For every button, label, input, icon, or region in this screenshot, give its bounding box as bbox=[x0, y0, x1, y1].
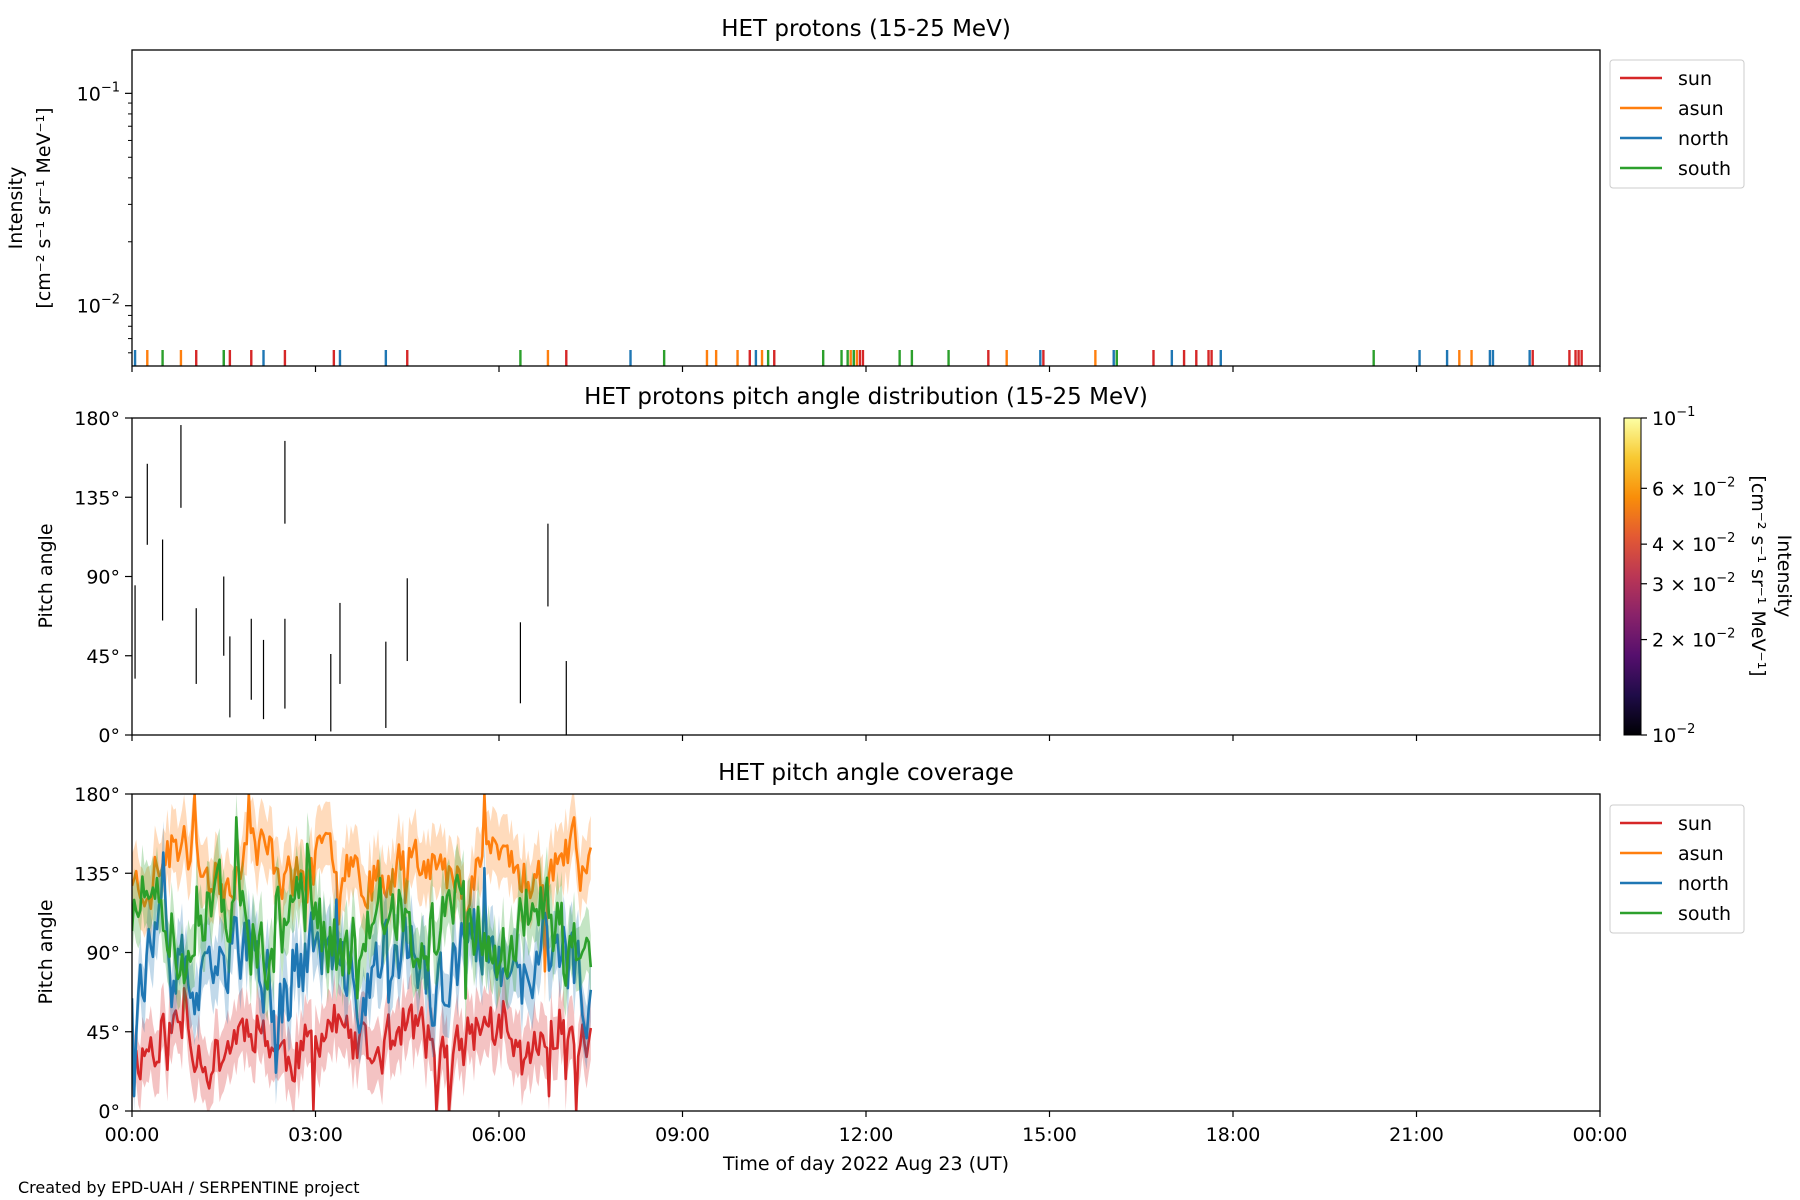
colorbar-tick-label: 10−1 bbox=[1652, 405, 1695, 430]
x-tick-label: 15:00 bbox=[1022, 1124, 1077, 1146]
legend-top-item-asun: asun bbox=[1620, 98, 1724, 120]
colorbar-tick-label: 3 × 10−2 bbox=[1652, 571, 1735, 596]
legend-label: asun bbox=[1678, 98, 1724, 120]
y-tick-label: 0° bbox=[98, 725, 120, 747]
y-tick-label: 180° bbox=[74, 408, 120, 430]
x-tick-label: 12:00 bbox=[839, 1124, 894, 1146]
legend-bottom-item-sun: sun bbox=[1620, 813, 1712, 835]
colorbar: 10−1 6 × 10−2 4 × 10−2 3 × 10−2 2 × 10−2 10−2… bbox=[1623, 405, 1795, 747]
legend-top-item-sun: sun bbox=[1620, 68, 1712, 90]
coverage-traces bbox=[132, 794, 593, 1111]
panel3-ylabel: Pitch angle bbox=[35, 899, 57, 1004]
panel2-ylabel: Pitch angle bbox=[35, 523, 57, 628]
legend-bottom-box bbox=[1609, 804, 1745, 934]
panel2-y-ticks: 0° 45° 90° 135° 180° bbox=[74, 408, 132, 747]
intensity-spikes bbox=[133, 350, 1583, 366]
intensity-panel: HET protons (15-25 MeV) 10−1 10−2 Intensi… bbox=[5, 16, 1745, 372]
panel1-x-ticks bbox=[131, 366, 1601, 372]
x-tick-label: 00:00 bbox=[1573, 1124, 1628, 1146]
legend-bottom-item-north: north bbox=[1620, 873, 1729, 895]
y-tick-label: 180° bbox=[74, 784, 120, 806]
legend-top: sun asun north south bbox=[1609, 59, 1745, 189]
colorbar-ticks: 10−1 6 × 10−2 4 × 10−2 3 × 10−2 2 × 10−2 10−2 bbox=[1641, 405, 1735, 747]
y-tick-label: 0° bbox=[98, 1101, 120, 1123]
x-tick-label: 03:00 bbox=[288, 1124, 343, 1146]
coverage-band-asun bbox=[132, 794, 591, 1003]
coverage-line-south bbox=[132, 815, 593, 1000]
y-tick-label: 135° bbox=[74, 863, 120, 885]
x-axis-label: Time of day 2022 Aug 23 (UT) bbox=[722, 1153, 1009, 1175]
y-tick-label: 45° bbox=[86, 1022, 120, 1044]
x-tick-label: 21:00 bbox=[1389, 1124, 1444, 1146]
pad-segments bbox=[134, 425, 567, 735]
panel3-x-ticks: 00:00 03:00 06:00 09:00 12:00 15:00 18:00 21:00… bbox=[105, 1111, 1628, 1146]
colorbar-tick-label: 4 × 10−2 bbox=[1652, 531, 1735, 556]
credit-text: Created by EPD-UAH / SERPENTINE project bbox=[18, 1178, 360, 1197]
panel3-y-ticks: 0° 45° 90° 135° 180° bbox=[74, 784, 132, 1123]
legend-label: north bbox=[1678, 128, 1729, 150]
pad-panel: HET protons pitch angle distribution (15… bbox=[35, 384, 1795, 747]
coverage-panel: HET pitch angle coverage 0° 45° 90° 135° 180… bbox=[35, 760, 1745, 1175]
y-tick-label: 90° bbox=[86, 567, 120, 589]
panel2-frame bbox=[131, 417, 1601, 736]
y-tick-label: 10−1 bbox=[77, 80, 120, 105]
panel1-ylabel: Intensity bbox=[5, 167, 27, 250]
coverage-band-south bbox=[132, 794, 591, 1031]
colorbar-tick-label: 10−2 bbox=[1652, 722, 1695, 747]
x-tick-label: 06:00 bbox=[472, 1124, 527, 1146]
x-tick-label: 09:00 bbox=[655, 1124, 710, 1146]
legend-label: south bbox=[1678, 158, 1731, 180]
panel1-title: HET protons (15-25 MeV) bbox=[721, 16, 1011, 42]
legend-label: sun bbox=[1678, 813, 1712, 835]
y-tick-label: 45° bbox=[86, 646, 120, 668]
legend-top-item-south: south bbox=[1620, 158, 1731, 180]
colorbar-gradient bbox=[1623, 417, 1642, 736]
x-tick-label: 18:00 bbox=[1206, 1124, 1261, 1146]
y-tick-label: 10−2 bbox=[77, 293, 120, 318]
panel1-y-ticks: 10−1 10−2 bbox=[77, 80, 132, 354]
panel2-title: HET protons pitch angle distribution (15… bbox=[584, 384, 1148, 410]
panel3-title: HET pitch angle coverage bbox=[718, 760, 1014, 786]
legend-top-box bbox=[1609, 59, 1745, 189]
y-tick-label: 90° bbox=[86, 943, 120, 965]
legend-label: asun bbox=[1678, 843, 1724, 865]
panel2-x-ticks bbox=[131, 735, 1601, 741]
panel1-ylabel-units: [cm⁻² s⁻¹ sr⁻¹ MeV⁻¹] bbox=[33, 107, 55, 308]
legend-label: south bbox=[1678, 903, 1731, 925]
coverage-line-asun bbox=[132, 794, 593, 973]
legend-label: north bbox=[1678, 873, 1729, 895]
y-tick-label: 135° bbox=[74, 487, 120, 509]
x-tick-label: 00:00 bbox=[105, 1124, 160, 1146]
coverage-band-sun bbox=[132, 956, 591, 1111]
colorbar-label: Intensity bbox=[1773, 535, 1795, 618]
legend-bottom-item-south: south bbox=[1620, 903, 1731, 925]
legend-bottom-item-asun: asun bbox=[1620, 843, 1724, 865]
colorbar-label-units: [cm⁻² s⁻¹ sr⁻¹ MeV⁻¹] bbox=[1747, 475, 1769, 676]
legend-label: sun bbox=[1678, 68, 1712, 90]
colorbar-tick-label: 6 × 10−2 bbox=[1652, 475, 1735, 500]
legend-top-item-north: north bbox=[1620, 128, 1729, 150]
panel1-frame bbox=[131, 49, 1601, 367]
legend-bottom: sun asun north south bbox=[1609, 804, 1745, 934]
colorbar-tick-label: 2 × 10−2 bbox=[1652, 627, 1735, 652]
